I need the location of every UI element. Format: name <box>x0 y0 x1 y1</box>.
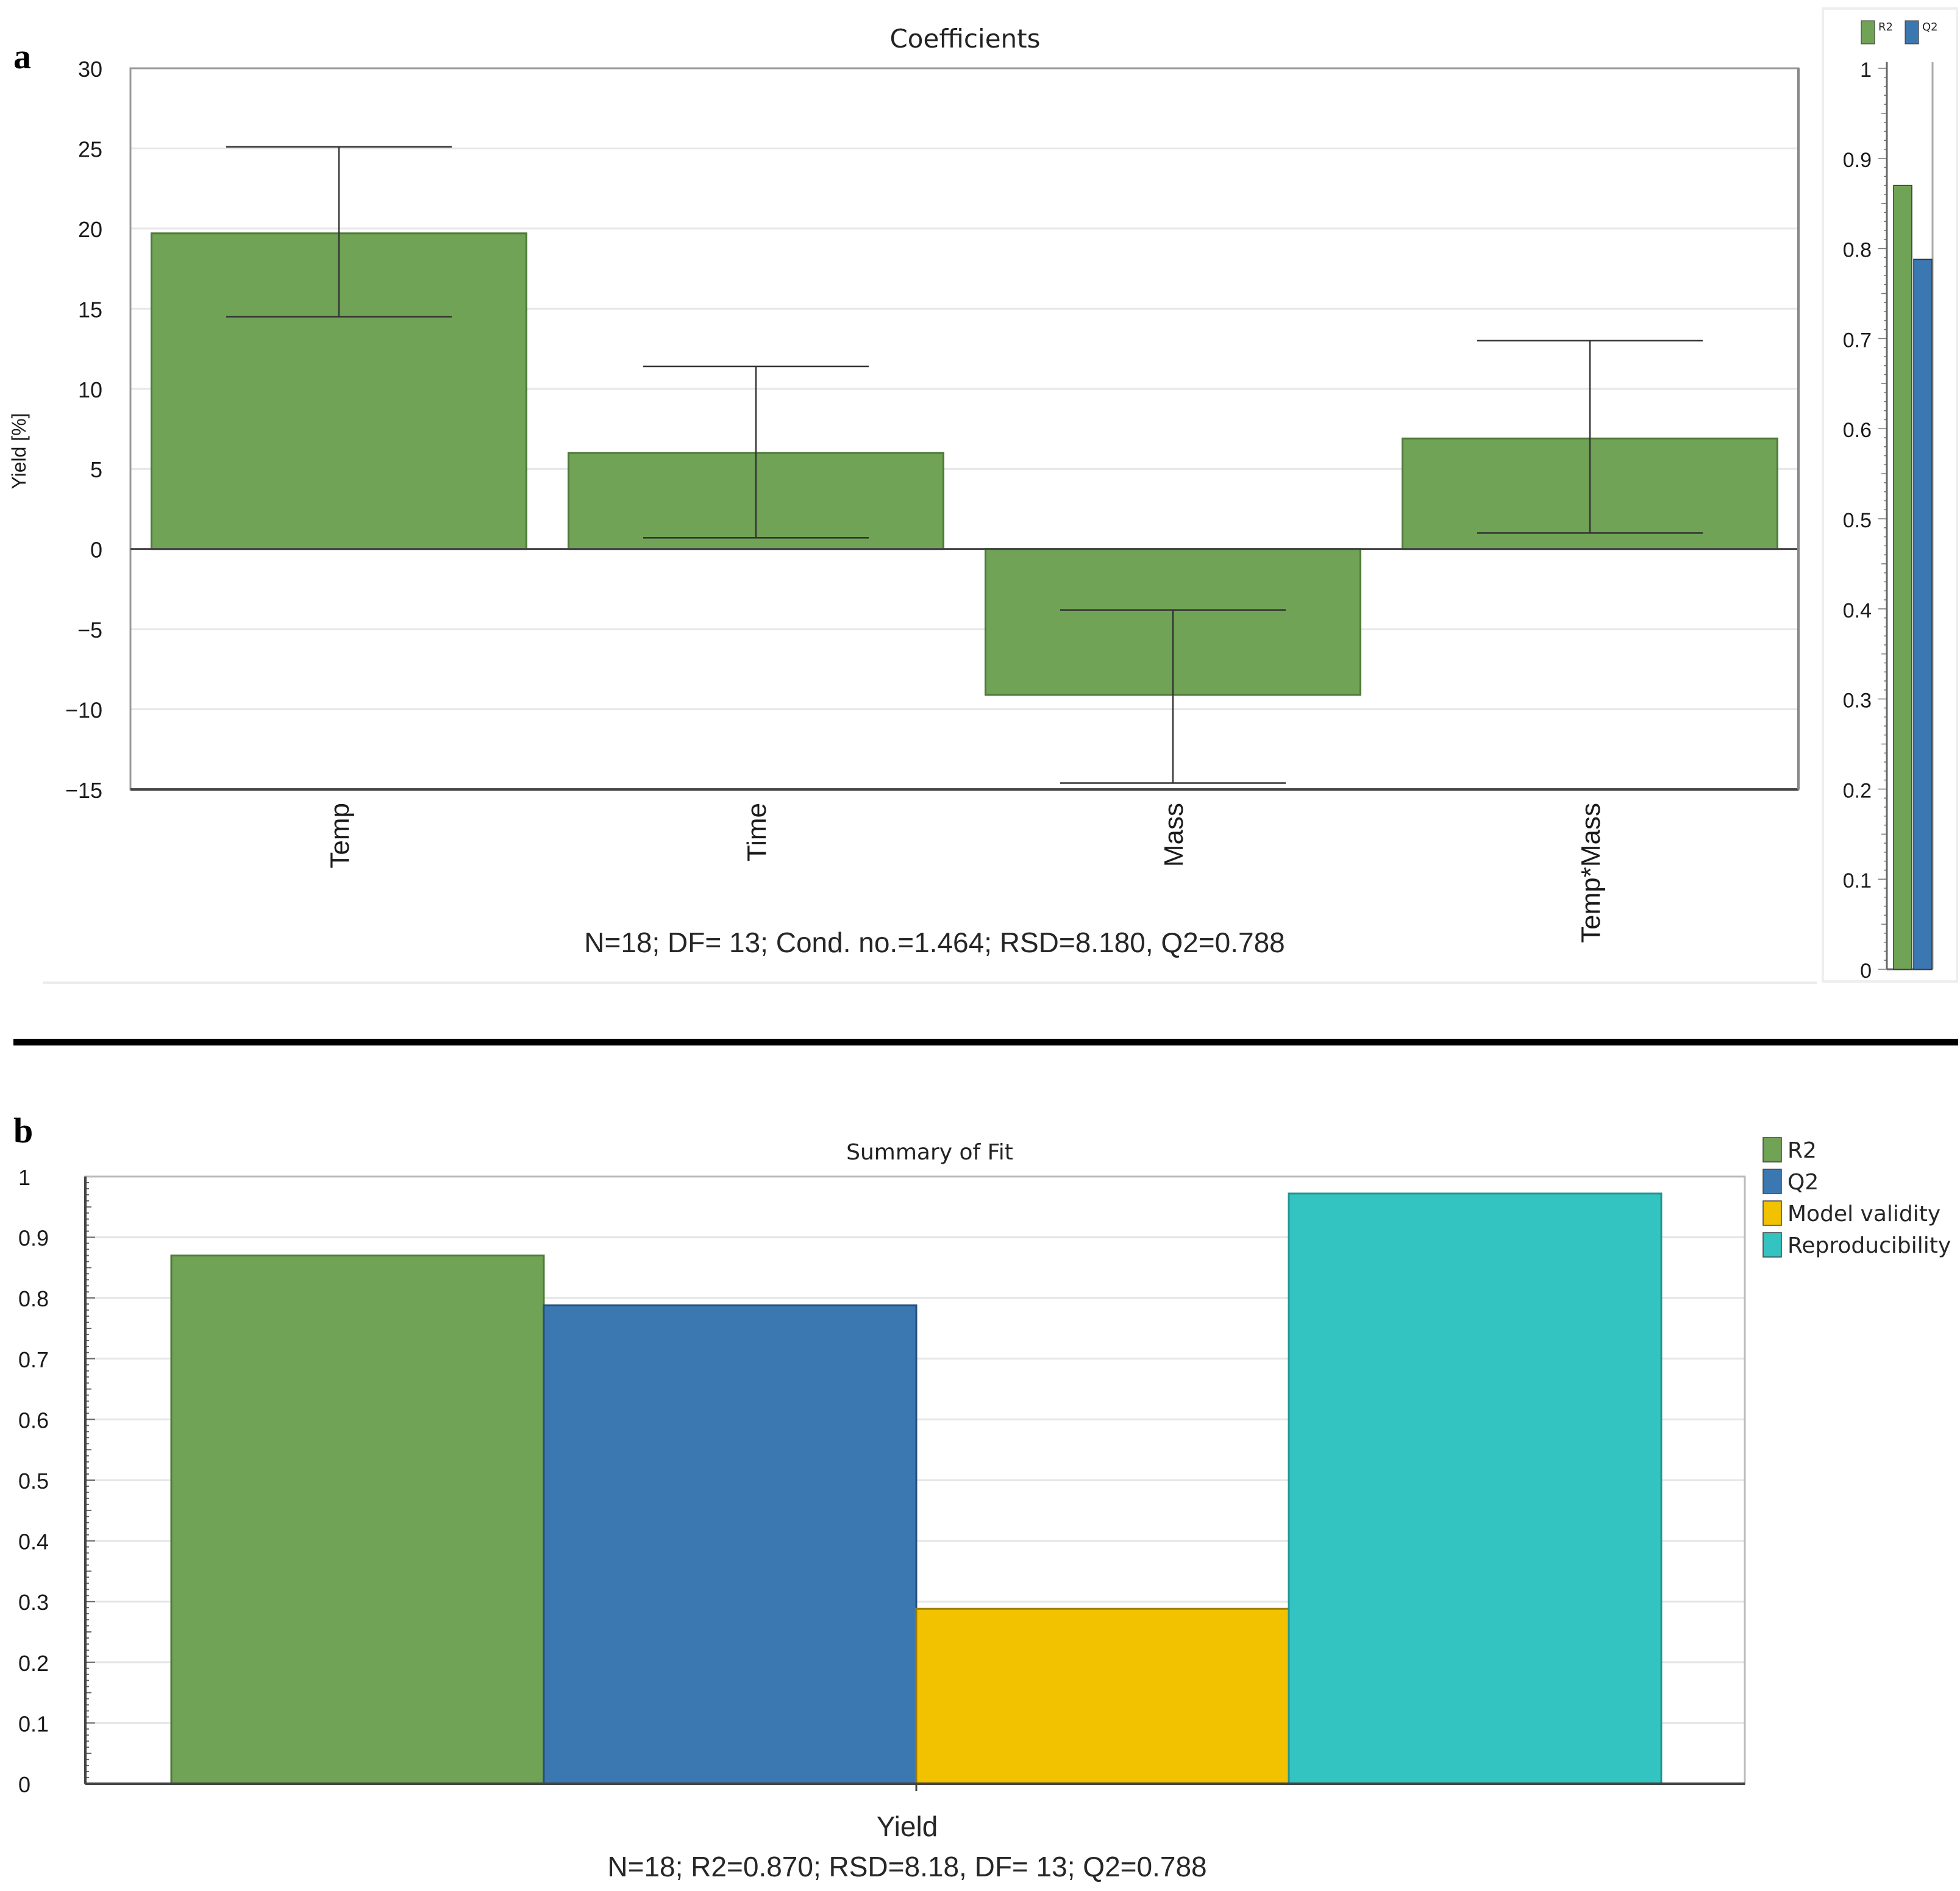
coefficients-ytick-label: 25 <box>78 137 102 162</box>
summary-legend-swatch <box>1762 1169 1782 1194</box>
inset-legend-label: Q2 <box>1922 21 1938 34</box>
summary-bar-q2 <box>543 1304 918 1785</box>
summary-ytick-label: 0.2 <box>18 1651 49 1676</box>
summary-legend-swatch <box>1762 1137 1782 1163</box>
inset-ytick-label: 0.3 <box>1843 689 1872 713</box>
inset-frame <box>1878 62 1934 970</box>
summary-legend-swatch <box>1762 1200 1782 1226</box>
inset-ytick-label: 0.8 <box>1843 239 1872 262</box>
panel-b-letter: b <box>13 1111 33 1150</box>
inset-ytick-label: 0.9 <box>1843 149 1872 172</box>
coefficients-ylabel: Yield [%] <box>8 413 30 489</box>
summary-ytick-label: 0.7 <box>18 1347 49 1372</box>
summary-ytick-label: 0.3 <box>18 1590 49 1615</box>
coefficients-xtick-label: Time <box>742 803 772 861</box>
coefficients-ytick-label: −10 <box>65 698 102 723</box>
coefficients-ytick-label: −5 <box>77 618 102 643</box>
summary-legend-label: Model validity <box>1787 1202 1940 1227</box>
inset-panel-background <box>1822 7 1958 983</box>
summary-ytick-label: 0.4 <box>18 1530 49 1554</box>
coefficients-ytick-label: −15 <box>65 778 102 803</box>
coefficients-y-axis: 30 25 20 15 10 5 0 −5 −10 −15 <box>65 57 102 803</box>
panel-divider <box>13 1039 1958 1045</box>
inset-ytick-label: 1 <box>1860 59 1872 82</box>
inset-ytick-label: 0.1 <box>1843 869 1872 892</box>
summary-bar-reproducibility <box>1288 1192 1662 1785</box>
summary-legend-label: R2 <box>1787 1138 1817 1163</box>
coefficients-ytick-label: 20 <box>78 217 102 242</box>
summary-y-axis: 1 0.9 0.8 0.7 0.6 0.5 0.4 0.3 0.2 0.1 0 <box>18 1165 49 1797</box>
coefficients-xtick-label: Temp*Mass <box>1576 803 1606 943</box>
summary-frame <box>84 1175 1746 1791</box>
inset-bar-r2 <box>1893 185 1912 970</box>
summary-footer: N=18; R2=0.870; RSD=8.18, DF= 13; Q2=0.7… <box>607 1851 1206 1882</box>
coefficients-ytick-label: 0 <box>90 538 102 563</box>
summary-bar-model-validity <box>915 1608 1290 1785</box>
inset-legend-swatch <box>1861 20 1875 45</box>
inset-ytick-label: 0.6 <box>1843 419 1872 442</box>
summary-bars <box>170 1192 1662 1785</box>
summary-xlabel: Yield <box>877 1811 938 1842</box>
summary-legend-swatch <box>1762 1232 1782 1258</box>
inset-y-axis: 1 0.9 0.8 0.7 0.6 0.5 0.4 0.3 0.2 0.1 0 <box>1843 59 1872 983</box>
inset-ytick-label: 0.5 <box>1843 509 1872 532</box>
coefficients-frame <box>43 67 1817 984</box>
coefficients-xtick-label: Temp <box>325 803 355 869</box>
coefficients-ytick-label: 10 <box>78 377 102 402</box>
summary-legend: R2 Q2 Model validity Reproducibility <box>1762 1137 1951 1258</box>
summary-ytick-label: 0.8 <box>18 1286 49 1311</box>
summary-ytick-label: 0.6 <box>18 1408 49 1433</box>
inset-legend: R2 Q2 <box>1861 20 1938 45</box>
summary-ytick-label: 0 <box>18 1772 30 1797</box>
inset-ytick-label: 0.7 <box>1843 329 1872 352</box>
coefficients-ytick-label: 30 <box>78 57 102 82</box>
panel-a-letter: a <box>13 37 31 76</box>
summary-legend-label: Q2 <box>1787 1170 1819 1195</box>
coefficients-xtick-label: Mass <box>1159 803 1189 867</box>
coefficients-footer: N=18; DF= 13; Cond. no.=1.464; RSD=8.180… <box>584 927 1285 958</box>
coefficients-error-bars <box>226 146 1703 784</box>
inset-legend-swatch <box>1905 20 1919 45</box>
coefficients-ytick-label: 15 <box>78 297 102 322</box>
inset-legend-label: R2 <box>1878 21 1893 34</box>
summary-bar-r2 <box>170 1254 545 1785</box>
summary-title: Summary of Fit <box>846 1140 1013 1165</box>
coefficients-title: Coefficients <box>889 24 1040 54</box>
inset-ytick-label: 0.2 <box>1843 779 1872 802</box>
inset-bars <box>1893 185 1933 970</box>
inset-bar-q2 <box>1913 258 1933 970</box>
summary-ytick-label: 1 <box>18 1165 30 1190</box>
summary-ytick-label: 0.1 <box>18 1711 49 1736</box>
summary-legend-label: Reproducibility <box>1787 1233 1951 1258</box>
coefficients-ytick-label: 5 <box>90 457 102 482</box>
summary-ytick-label: 0.9 <box>18 1226 49 1251</box>
inset-ytick-label: 0.4 <box>1843 599 1872 622</box>
coefficients-x-axis: Temp Time Mass Temp*Mass <box>325 803 1606 943</box>
summary-ytick-label: 0.5 <box>18 1469 49 1494</box>
coefficients-bars <box>151 232 1778 696</box>
inset-ytick-label: 0 <box>1860 960 1872 983</box>
